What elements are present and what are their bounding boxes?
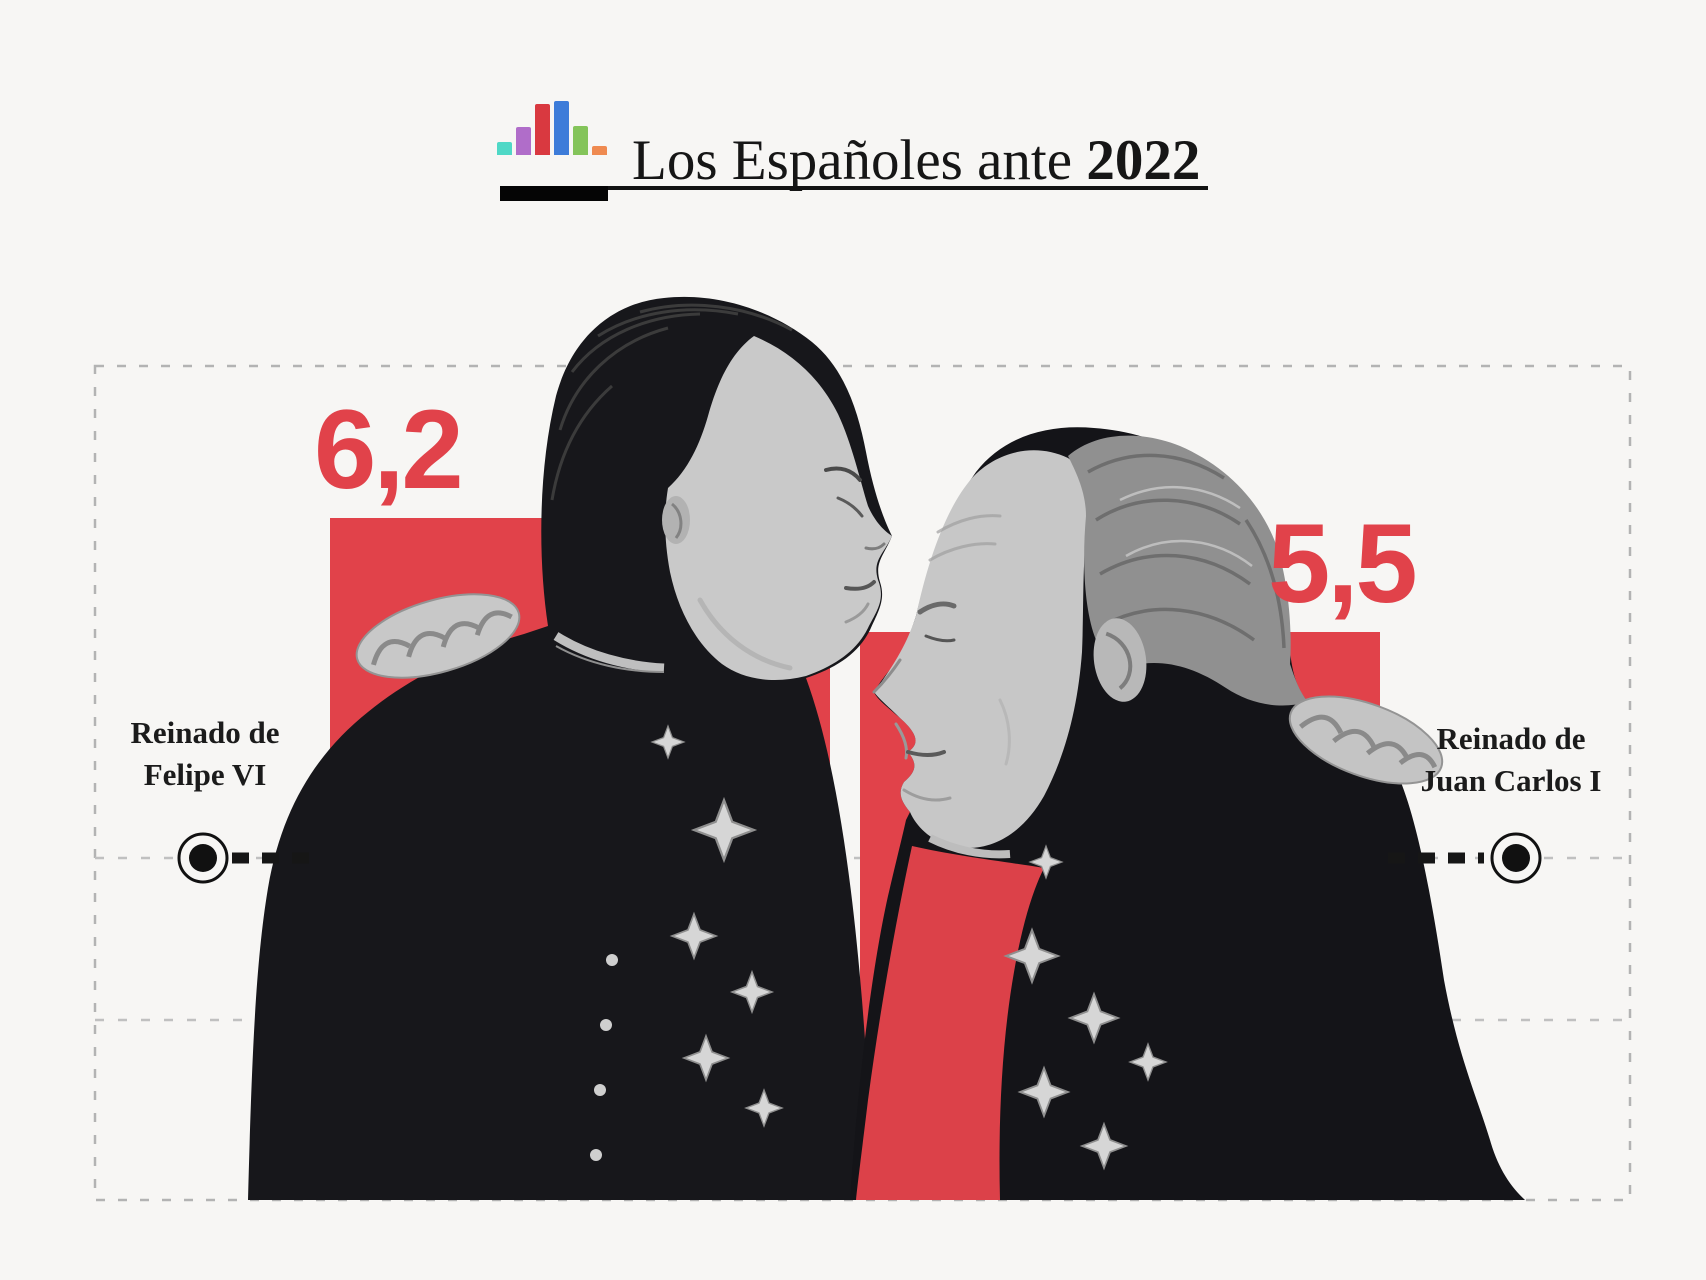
buttons-felipe bbox=[590, 954, 618, 1161]
logo-red-bar bbox=[535, 104, 550, 155]
title-underline bbox=[500, 186, 1208, 201]
logo-barchart-icon bbox=[497, 93, 613, 155]
page-title: Los Españoles ante 2022 bbox=[632, 126, 1200, 196]
logo-orange-bar bbox=[592, 146, 607, 155]
photo-felipe bbox=[248, 296, 892, 1200]
logo-green-bar bbox=[573, 126, 588, 155]
anchor-dot-left bbox=[189, 844, 217, 872]
category-label-line1: Reinado de bbox=[130, 715, 280, 750]
value-label-juan-carlos: 5,5 bbox=[1268, 501, 1418, 626]
epaulette-juan-carlos bbox=[1288, 695, 1444, 785]
title-year: 2022 bbox=[1086, 129, 1201, 193]
epaulette-felipe bbox=[355, 593, 521, 679]
category-label-juan-carlos: Reinado de Juan Carlos I bbox=[1376, 718, 1646, 802]
anchor-dot-right bbox=[1502, 844, 1530, 872]
logo-teal-bar bbox=[497, 142, 512, 155]
category-label-line2: Felipe VI bbox=[143, 757, 267, 792]
value-label-felipe: 6,2 bbox=[314, 387, 464, 512]
category-label-line1: Reinado de bbox=[1436, 721, 1586, 756]
underline-thin-segment bbox=[500, 186, 1208, 190]
title-regular: Los Españoles ante bbox=[632, 129, 1087, 193]
logo-blue-bar bbox=[554, 101, 569, 155]
connector-right bbox=[1388, 832, 1542, 884]
dashed-frame bbox=[93, 364, 1632, 1202]
category-label-felipe: Reinado de Felipe VI bbox=[80, 712, 330, 796]
connector-left bbox=[177, 832, 312, 884]
logo-purple-bar bbox=[516, 127, 531, 155]
red-sash bbox=[856, 846, 1044, 1200]
underline-thick-segment bbox=[500, 186, 608, 201]
category-label-line2: Juan Carlos I bbox=[1420, 763, 1602, 798]
photo-juan-carlos bbox=[850, 427, 1525, 1200]
